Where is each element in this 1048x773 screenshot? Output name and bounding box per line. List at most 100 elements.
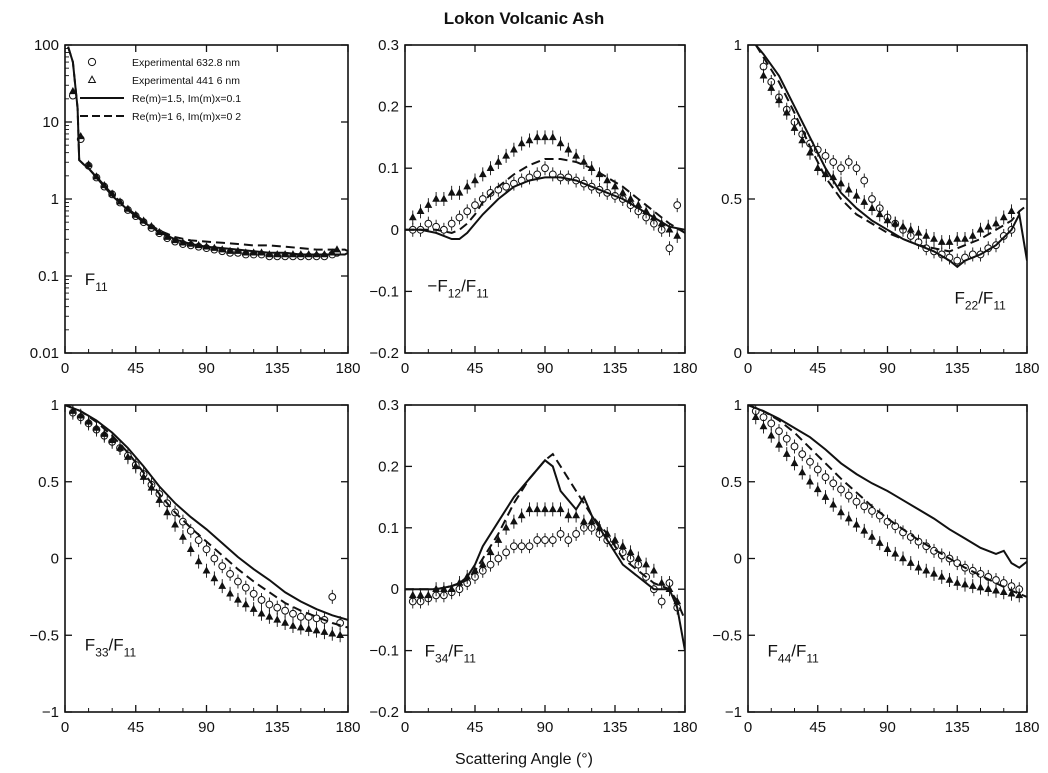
point-triangle (116, 443, 124, 451)
point-triangle (556, 504, 565, 513)
point-triangle (930, 569, 938, 577)
point-circle (494, 554, 503, 563)
point-circle (798, 450, 807, 459)
point-triangle (541, 132, 549, 141)
point-circle (556, 530, 565, 538)
point-triangle (76, 411, 85, 419)
point-triangle (424, 590, 433, 599)
point-triangle (455, 188, 464, 196)
point-circle (525, 542, 534, 551)
plot-area (748, 405, 1027, 603)
point-triangle (844, 185, 853, 193)
point-triangle (131, 461, 140, 470)
x-tick-label: 0 (61, 719, 69, 736)
point-triangle (328, 629, 337, 637)
point-circle (548, 536, 557, 544)
point-circle (844, 158, 853, 166)
series-line-solid (748, 405, 1027, 569)
point-triangle (289, 621, 297, 629)
panel-label: F11 (85, 270, 108, 294)
panel-F12: 0 45 90 135 180 −0.2 −0.1 0 0.1 0.2 0.3 −F12/F11 (369, 37, 697, 377)
x-tick-label: 180 (672, 719, 697, 736)
y-tick-label: 0.1 (378, 160, 399, 177)
plot-frame (404, 404, 686, 713)
point-triangle (837, 508, 845, 516)
point-circle (806, 457, 814, 466)
panel-F44: 0 45 90 135 180 −1 −0.5 0 0.5 1 F44/F11 (712, 397, 1039, 736)
point-triangle (509, 517, 518, 525)
legend-label-2: Experimental 441 6 nm (132, 75, 240, 87)
series-line-dashed (405, 158, 685, 234)
series-line-solid (405, 176, 685, 240)
point-triangle (408, 590, 417, 599)
point-triangle (759, 71, 768, 79)
point-triangle (447, 188, 456, 196)
point-triangle (937, 572, 946, 580)
point-circle (502, 548, 511, 557)
point-triangle (147, 483, 156, 491)
point-triangle (798, 468, 807, 476)
point-triangle (432, 194, 441, 202)
point-triangle (945, 575, 954, 583)
point-triangle (296, 623, 305, 631)
point-triangle (320, 627, 329, 635)
point-triangle (611, 182, 619, 190)
point-circle (860, 502, 869, 511)
x-tick-label: 45 (467, 719, 484, 736)
point-circle (281, 606, 290, 615)
point-triangle (999, 213, 1008, 221)
point-triangle (829, 500, 838, 508)
point-triangle (84, 160, 93, 168)
point-triangle (564, 145, 573, 153)
point-triangle (611, 535, 619, 543)
point-triangle (533, 504, 542, 513)
point-triangle (257, 609, 266, 617)
panel-label: F44/F11 (768, 642, 820, 666)
point-triangle (899, 554, 907, 562)
point-circle (202, 545, 211, 554)
point-triangle (572, 511, 581, 519)
point-circle (194, 536, 203, 544)
point-triangle (860, 197, 869, 205)
point-triangle (312, 626, 321, 634)
point-triangle (767, 83, 776, 91)
y-tick-label: 0.2 (378, 458, 399, 475)
series-line-dashed (67, 46, 348, 253)
y-tick-label: −0.5 (29, 627, 59, 644)
point-circle (782, 434, 791, 443)
point-circle (541, 164, 549, 173)
plot-area (67, 46, 348, 261)
point-triangle (953, 234, 962, 242)
point-triangle (548, 132, 557, 141)
series-line-dashed (405, 452, 685, 621)
point-triangle (626, 194, 635, 202)
x-tick-label: 0 (401, 719, 409, 736)
x-tick-label: 90 (198, 719, 215, 736)
point-circle (249, 589, 258, 598)
point-triangle (502, 523, 511, 531)
y-tick-label: 0 (51, 551, 59, 568)
point-triangle (579, 517, 588, 525)
point-triangle (968, 581, 977, 589)
point-triangle (226, 246, 234, 254)
y-tick-label: 0.2 (378, 99, 399, 116)
panel-F11: 0 45 90 135 180 0.01 0.1 1 10 100 F11 (30, 37, 361, 377)
point-triangle (249, 604, 258, 612)
point-triangle (961, 580, 969, 588)
point-triangle (813, 163, 822, 171)
point-triangle (999, 587, 1008, 596)
point-triangle (759, 422, 768, 430)
point-triangle (875, 538, 884, 546)
point-triangle (68, 86, 77, 95)
point-circle (186, 526, 195, 535)
point-triangle (478, 560, 487, 568)
point-circle (821, 151, 830, 160)
point-triangle (1015, 590, 1024, 599)
plot-frame (747, 404, 1028, 713)
x-tick-label: 0 (744, 719, 752, 736)
point-triangle (556, 139, 565, 147)
point-triangle (775, 96, 783, 104)
point-triangle (273, 615, 282, 623)
series-line-dashed (65, 405, 348, 629)
